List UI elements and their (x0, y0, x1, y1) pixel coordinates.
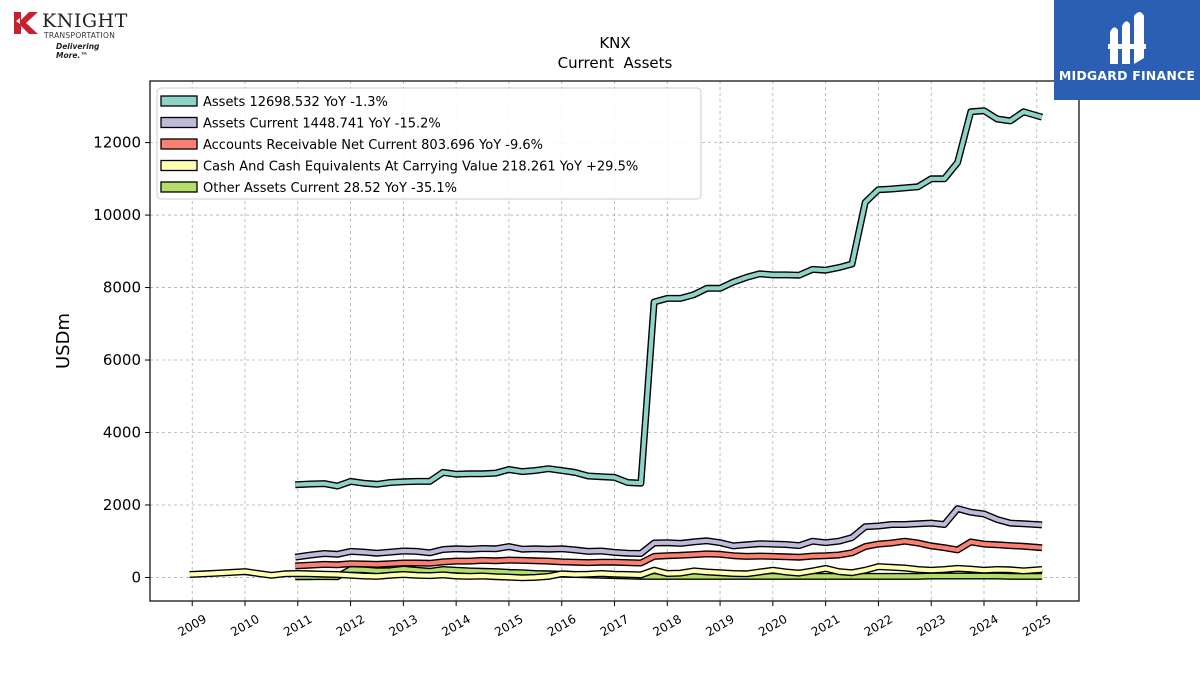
midgard-logo: MIDGARD FINANCE (1054, 0, 1200, 100)
x-tick-label: 2020 (756, 612, 789, 639)
knight-name: KNIGHT (42, 10, 128, 32)
y-tick-label: 10000 (93, 206, 141, 224)
legend-entry: Cash And Cash Equivalents At Carrying Va… (203, 160, 638, 175)
legend-entry: Other Assets Current 28.52 YoY -35.1% (203, 181, 457, 196)
x-tick-label: 2019 (703, 612, 736, 639)
y-axis: 0 2000 4000 6000 8000 10000 12000 (93, 134, 150, 586)
legend: Assets 12698.532 YoY -1.3% Assets Current… (156, 87, 702, 200)
y-tick-label: 8000 (103, 279, 141, 297)
x-axis: 2009 2010 2011 2012 2013 2014 2015 2016 2017 2018… (176, 601, 1053, 639)
x-tick-label: 2018 (651, 612, 684, 639)
y-tick-label: 2000 (103, 496, 141, 514)
legend-swatch (160, 138, 198, 150)
x-tick-label: 2017 (598, 612, 631, 639)
y-tick-label: 4000 (103, 423, 141, 441)
x-tick-label: 2010 (228, 612, 261, 639)
midgard-icon (1108, 12, 1146, 64)
x-tick-label: 2025 (1020, 612, 1053, 639)
series-lines (189, 107, 1044, 582)
y-tick-label: 12000 (93, 134, 141, 152)
series-line-assets-current (294, 506, 1043, 560)
x-tick-label: 2015 (492, 612, 525, 639)
knight-sub: TRANSPORTATION (44, 31, 116, 40)
legend-entry: Assets 12698.532 YoY -1.3% (203, 95, 388, 110)
x-tick-label: 2016 (545, 612, 578, 639)
legend-box (156, 87, 702, 200)
x-tick-label: 2012 (334, 612, 367, 639)
x-tick-label: 2013 (387, 612, 420, 639)
knight-tagline: Delivering More.™ (56, 42, 100, 60)
legend-swatch (160, 95, 198, 107)
chart-subtitle: Current Assets (558, 54, 673, 72)
chart-title: KNX (599, 34, 630, 52)
series-line-assets (295, 108, 1043, 489)
knight-k-icon (14, 12, 38, 34)
x-tick-label: 2022 (862, 612, 895, 639)
y-tick-label: 6000 (103, 351, 141, 369)
legend-swatch (160, 181, 198, 193)
series-line-cash-and-cash-equivalents-at-carrying-value (189, 564, 1043, 580)
x-tick-label: 2024 (967, 612, 1000, 639)
legend-entry: Assets Current 1448.741 YoY -15.2% (203, 117, 441, 132)
x-tick-label: 2011 (281, 612, 314, 639)
x-tick-label: 2014 (439, 612, 472, 639)
knight-logo: KNIGHT TRANSPORTATION Delivering More.™ (12, 8, 130, 60)
y-axis-label: USDm (53, 313, 74, 369)
series-line-accounts-receivable-net-current (295, 539, 1043, 568)
midgard-name: MIDGARD FINANCE (1058, 68, 1196, 83)
x-tick-label: 2009 (176, 612, 209, 639)
y-tick-label: 0 (131, 568, 141, 586)
x-tick-label: 2021 (809, 612, 842, 639)
x-tick-label: 2023 (914, 612, 947, 639)
legend-entry: Accounts Receivable Net Current 803.696 … (203, 138, 543, 153)
legend-swatch (160, 116, 198, 129)
legend-swatch (160, 159, 198, 172)
